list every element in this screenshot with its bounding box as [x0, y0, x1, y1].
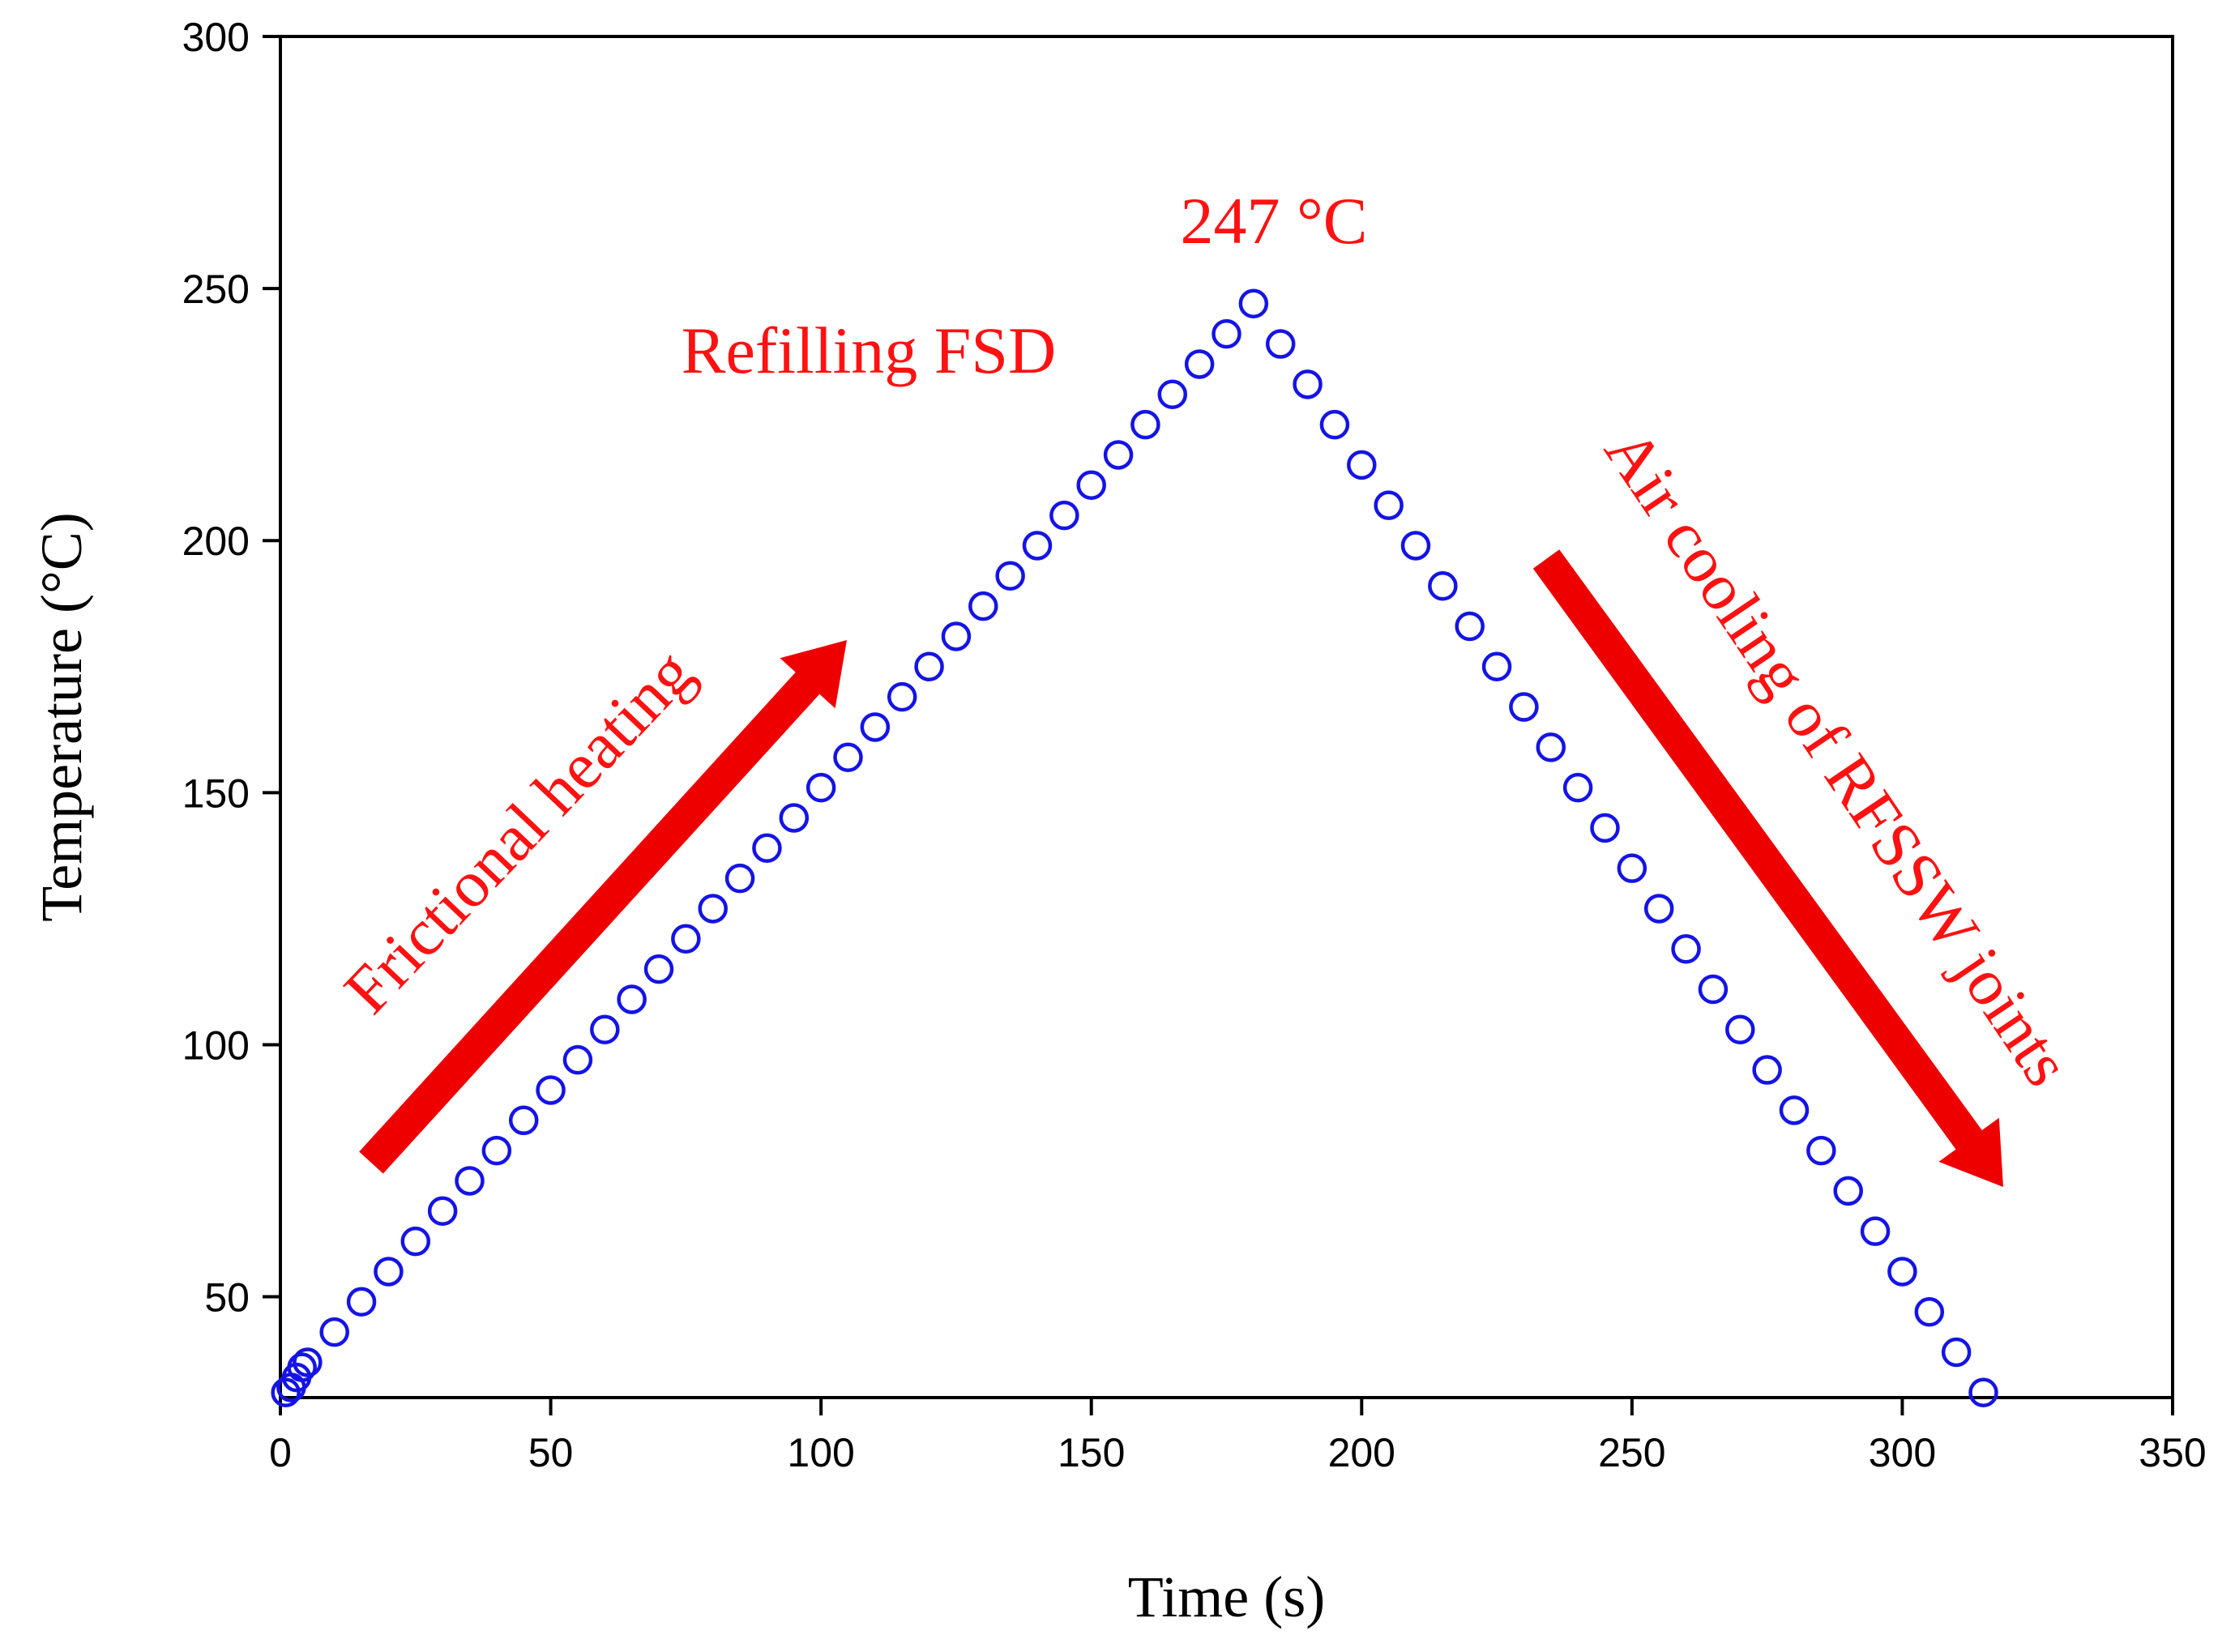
y-tick-label: 100 [182, 1022, 250, 1068]
refilling-fsd-label: Refilling FSD [682, 314, 1056, 387]
data-point [1238, 288, 1269, 319]
data-point [724, 863, 755, 894]
data-point [1698, 974, 1729, 1005]
x-tick-label: 50 [528, 1430, 574, 1475]
data-point [833, 742, 863, 773]
data-point [1590, 813, 1620, 843]
data-point [271, 1377, 301, 1408]
data-point [1914, 1296, 1945, 1327]
data-point [293, 1347, 323, 1377]
x-axis-title: Time (s) [1128, 1564, 1325, 1629]
data-point [346, 1287, 377, 1317]
heating-arrow-icon [359, 640, 847, 1174]
data-point [643, 954, 674, 984]
x-tick-label: 300 [1869, 1430, 1936, 1475]
data-point [806, 772, 836, 803]
data-point [427, 1196, 458, 1227]
data-point [1374, 490, 1404, 520]
data-point [287, 1352, 317, 1382]
data-point [698, 894, 728, 924]
data-point [1400, 531, 1431, 561]
y-tick-label: 300 [182, 15, 250, 60]
y-axis-title: Temperature (°C) [29, 512, 94, 922]
data-point [1481, 651, 1512, 682]
data-point [1049, 500, 1079, 531]
data-point [1509, 692, 1539, 722]
data-point [1157, 379, 1188, 410]
data-point [1103, 440, 1134, 470]
x-tick-label: 250 [1598, 1430, 1665, 1475]
arrow-shape [1532, 549, 2003, 1187]
data-point [562, 1044, 593, 1075]
data-point [1779, 1095, 1810, 1125]
data-point [1941, 1337, 1972, 1368]
y-tick-label: 200 [182, 519, 250, 564]
data-point [1184, 349, 1215, 379]
data-point [319, 1317, 349, 1347]
data-point [1562, 772, 1593, 803]
data-point [1265, 329, 1296, 359]
data-point [1536, 732, 1566, 762]
data-point [1725, 1014, 1755, 1045]
data-point [887, 681, 917, 712]
x-tick-label: 150 [1058, 1430, 1125, 1475]
data-point [1130, 409, 1160, 440]
data-point [617, 984, 647, 1014]
data-point [671, 924, 701, 954]
plot-area [279, 35, 2174, 1399]
tick-layer: 0 50 100 150 200 250 300 350 50 100 150 200 250 300 [182, 15, 2207, 1475]
data-point [1428, 570, 1458, 601]
data-point [1293, 369, 1323, 399]
data-point [1643, 894, 1674, 924]
x-tick-label: 350 [2139, 1430, 2206, 1475]
data-point [941, 621, 972, 651]
x-tick-label: 0 [269, 1430, 292, 1475]
data-point [1347, 450, 1377, 480]
data-point [374, 1257, 404, 1287]
data-points-layer [271, 288, 1998, 1408]
data-point [1076, 470, 1106, 501]
data-point [1860, 1216, 1891, 1246]
cooling-arrow-icon [1532, 549, 2003, 1187]
data-point [508, 1105, 539, 1136]
y-tick-label: 50 [204, 1275, 250, 1321]
data-point [779, 803, 810, 833]
data-point [481, 1135, 512, 1166]
data-point [995, 561, 1025, 591]
data-point [1833, 1176, 1863, 1206]
data-point [1671, 933, 1701, 964]
data-point [1455, 611, 1485, 642]
y-tick-label: 250 [182, 267, 250, 312]
data-point [914, 651, 944, 682]
peak-temperature-label: 247 °C [1181, 184, 1368, 258]
data-point [455, 1166, 485, 1196]
y-tick-label: 150 [182, 771, 250, 816]
data-point [1212, 318, 1241, 349]
data-point [860, 712, 891, 742]
x-tick-label: 100 [787, 1430, 854, 1475]
data-point [590, 1014, 620, 1045]
data-point [400, 1226, 431, 1257]
data-point [1319, 409, 1350, 440]
data-point [1022, 531, 1053, 561]
data-point [1806, 1135, 1836, 1166]
data-point [1617, 853, 1647, 883]
data-point [1752, 1055, 1782, 1085]
arrow-shape [359, 640, 847, 1174]
data-point [752, 833, 782, 864]
data-point [1968, 1377, 1998, 1408]
data-point [968, 591, 998, 621]
x-tick-label: 200 [1328, 1430, 1395, 1475]
data-point [1887, 1257, 1917, 1287]
data-point [536, 1075, 566, 1105]
